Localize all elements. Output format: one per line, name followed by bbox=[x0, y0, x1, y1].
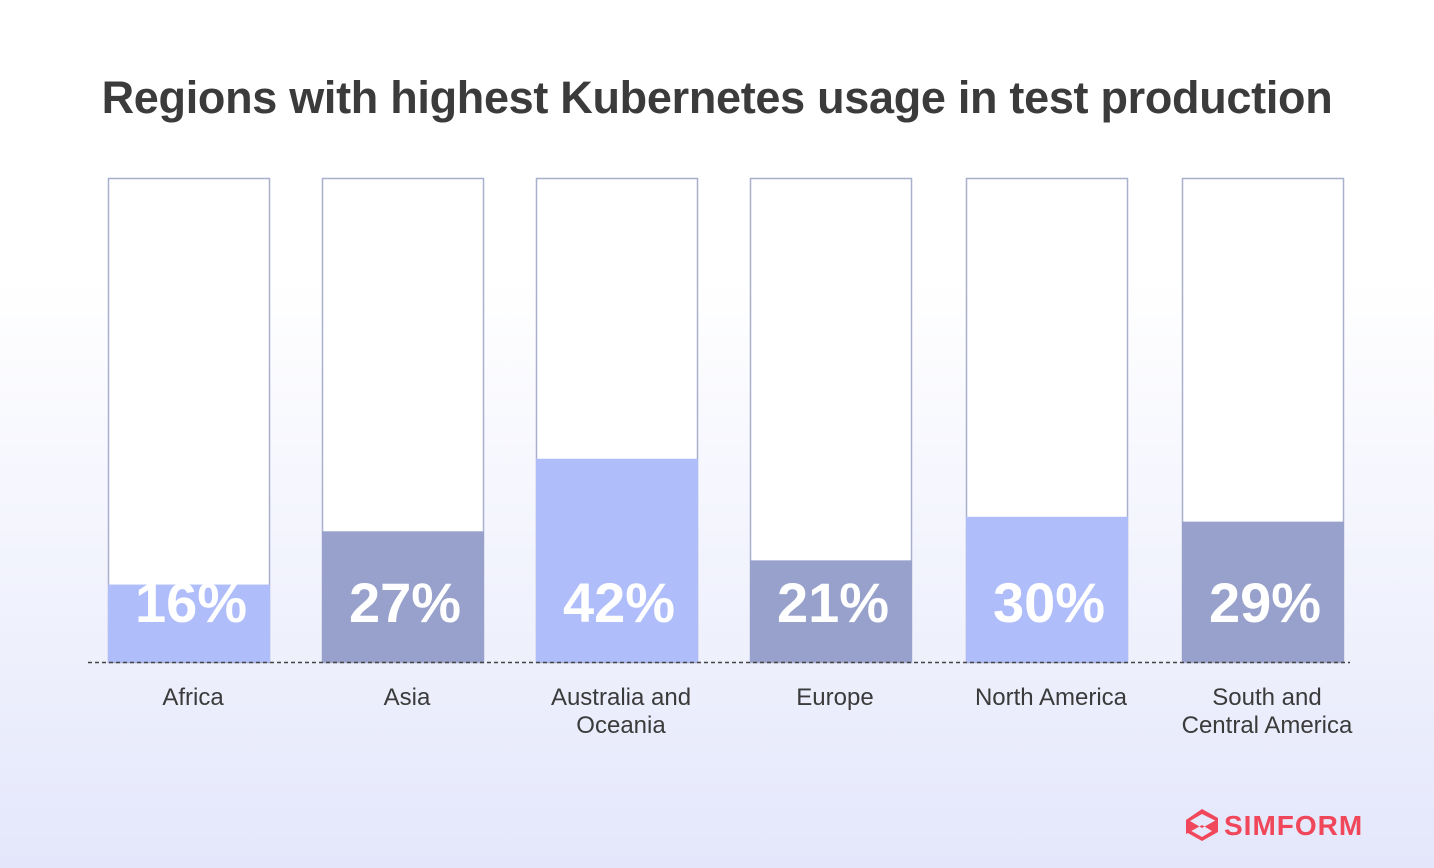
category-label-line: North America bbox=[975, 684, 1128, 711]
category-label-line: South and bbox=[1212, 684, 1321, 711]
bar-value-label: 29% bbox=[1209, 571, 1321, 634]
simform-logo-icon bbox=[1186, 809, 1218, 841]
category-label-line: Africa bbox=[162, 684, 224, 711]
category-label: North America bbox=[975, 684, 1128, 711]
bar bbox=[1182, 521, 1344, 662]
bar-value-label: 16% bbox=[135, 571, 247, 634]
bar-value-label: 30% bbox=[993, 571, 1105, 634]
bar bbox=[750, 560, 912, 662]
bar bbox=[536, 458, 698, 662]
category-label-line: Central America bbox=[1182, 712, 1353, 739]
category-label: South and Central America bbox=[1182, 684, 1353, 739]
bar bbox=[108, 584, 270, 662]
simform-logo: SIMFORM bbox=[1182, 806, 1363, 846]
category-label-line: Australia and bbox=[551, 684, 691, 711]
bar bbox=[322, 531, 484, 662]
category-label: Australia and Oceania bbox=[551, 684, 691, 739]
chart-title: Regions with highest Kubernetes usage in… bbox=[101, 72, 1333, 123]
bar-value-label: 42% bbox=[563, 571, 675, 634]
category-label-line: Oceania bbox=[576, 712, 666, 739]
category-label: Europe bbox=[796, 684, 873, 711]
bar-value-label: 21% bbox=[777, 571, 889, 634]
category-label: Africa bbox=[162, 684, 224, 711]
category-label: Asia bbox=[384, 684, 431, 711]
bar bbox=[966, 516, 1128, 662]
bar-value-label: 27% bbox=[349, 571, 461, 634]
category-label-line: Asia bbox=[384, 684, 431, 711]
brand-name: SIMFORM bbox=[1224, 810, 1364, 841]
bar-track bbox=[107, 177, 271, 664]
category-label-line: Europe bbox=[796, 684, 873, 711]
